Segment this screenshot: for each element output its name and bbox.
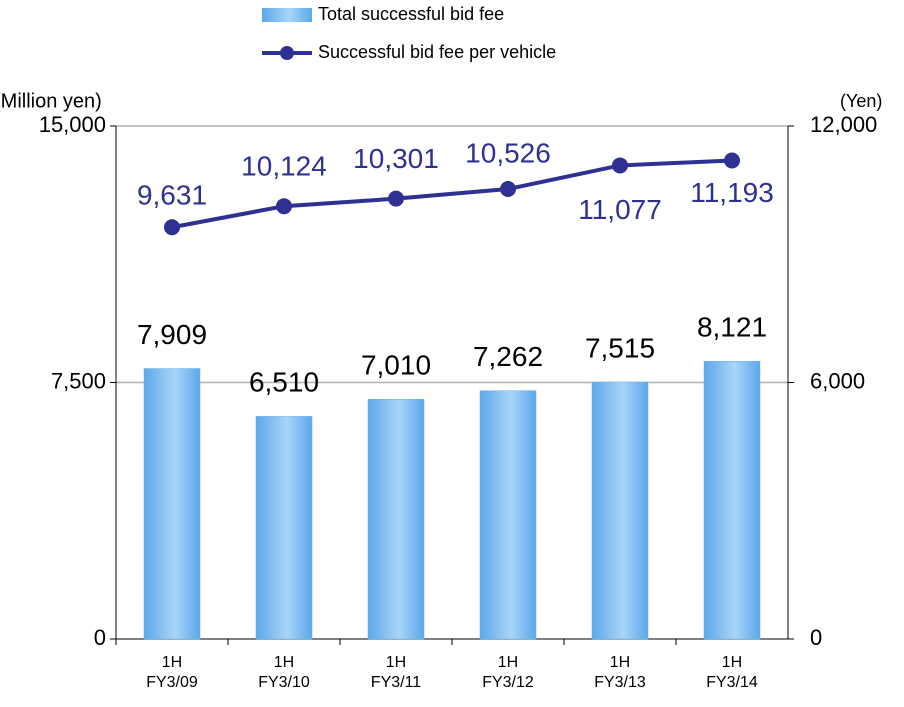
y2-tick-label: 6,000 [810,368,865,393]
x-tick-label: 1H [498,654,518,671]
x-tick-label: FY3/12 [482,674,534,691]
y2-tick-label: 0 [810,625,822,650]
bar [367,399,425,640]
bar-value-label: 7,515 [585,332,655,363]
line-marker [500,181,516,198]
line-value-label: 10,526 [465,137,551,168]
legend-label: Successful bid fee per vehicle [318,42,556,62]
line-value-label: 11,077 [578,194,662,225]
y-tick-label: 7,500 [51,368,106,393]
y-axis-label: (Million yen) [0,90,102,112]
x-tick-label: 1H [162,654,182,671]
bar-value-label: 7,262 [473,341,543,372]
y2-tick-label: 12,000 [810,112,877,137]
bar [591,381,649,640]
bar [479,390,537,640]
bar [703,361,761,640]
x-tick-label: 1H [386,654,406,671]
line-marker [724,152,740,169]
y-tick-label: 15,000 [39,112,106,137]
bar-value-label: 8,121 [697,312,767,343]
y-tick-label: 0 [94,625,106,650]
bar-value-label: 7,010 [361,350,431,381]
line-value-label: 9,631 [137,180,207,211]
line-marker [388,190,404,207]
x-tick-label: FY3/09 [146,674,198,691]
x-tick-label: 1H [722,654,742,671]
x-tick-label: FY3/10 [258,674,310,691]
legend-marker [280,46,294,60]
bar-value-label: 6,510 [249,367,319,398]
line-marker [612,157,628,174]
legend-swatch [262,8,312,22]
x-tick-label: 1H [610,654,630,671]
legend-label: Total successful bid fee [318,4,504,24]
bar-value-label: 7,909 [137,319,207,350]
x-tick-label: FY3/14 [706,674,758,691]
line [171,158,733,230]
x-tick-label: 1H [274,654,294,671]
line-marker [276,198,292,215]
x-tick-label: FY3/13 [594,674,646,691]
bar [255,416,313,640]
bar [143,368,201,640]
line-value-label: 10,124 [241,151,327,182]
y2-axis-label: (Yen) [840,91,882,111]
line-value-label: 10,301 [353,143,439,174]
x-tick-label: FY3/11 [371,674,422,691]
line-marker [164,219,180,236]
line-value-label: 11,193 [690,177,774,208]
